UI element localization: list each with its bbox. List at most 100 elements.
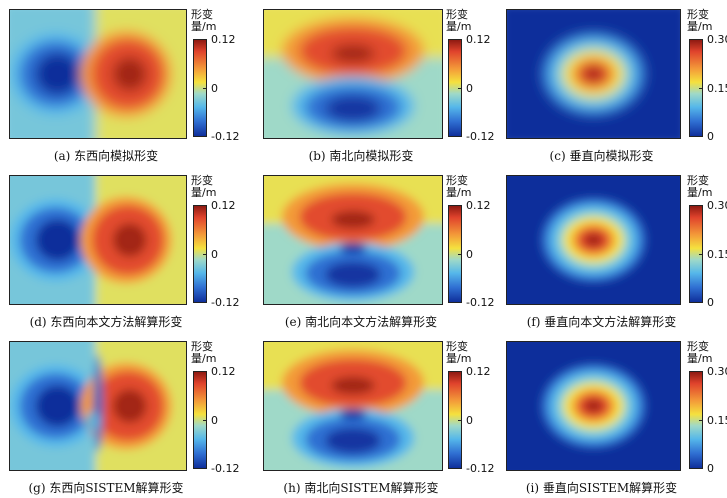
colorbar-title-line2: 量/m (191, 20, 217, 33)
colorbar-title-line2: 量/m (191, 352, 217, 365)
deformation-map (263, 341, 443, 471)
colorbar-tick-label: 0 (466, 247, 473, 261)
colorbar-tick-mark (203, 302, 206, 303)
heatmap-svg (264, 176, 442, 304)
colorbar-tick-mark (203, 205, 206, 206)
colorbar-tick-mark (458, 419, 461, 421)
colorbar-title-line1: 形变 (446, 8, 468, 21)
heatmap-svg (10, 176, 186, 304)
colorbar-tick-label: 0.15 (707, 413, 727, 427)
colorbar-tick-mark (203, 136, 206, 137)
colorbar-title: 形变 量/m (446, 9, 471, 33)
colorbar-title-line1: 形变 (687, 340, 709, 353)
colorbar-tick-mark (699, 253, 702, 255)
colorbar-tick-mark (699, 87, 702, 89)
colorbar-title-line2: 量/m (446, 20, 472, 33)
colorbar-tick-label: -0.12 (466, 296, 495, 309)
colorbar-title-line1: 形变 (446, 340, 468, 353)
colorbar-tick-mark (458, 468, 461, 469)
deformation-map (263, 175, 443, 305)
north-lobe-core (331, 44, 375, 63)
colorbar-tick-label: 0 (211, 81, 218, 95)
colorbar-title-line1: 形变 (191, 174, 213, 187)
deformation-map (9, 9, 187, 139)
colorbar-tick-label: 0 (707, 130, 714, 143)
colorbar-title-line1: 形变 (191, 340, 213, 353)
colorbar-tick-mark (458, 136, 461, 137)
uplift-core (584, 234, 603, 246)
colorbar-tick-mark (203, 371, 206, 372)
heatmap-svg (507, 10, 680, 138)
panel-caption: (e) 南北向本文方法解算形变 (284, 315, 438, 329)
artifact-gap (339, 408, 367, 419)
artifact-seam (93, 354, 103, 453)
colorbar-tick-label: 0 (466, 81, 473, 95)
north-lobe-core (331, 210, 375, 229)
colorbar-tick-mark (203, 419, 206, 421)
panel-caption: (b) 南北向模拟形变 (308, 149, 414, 163)
west-lobe-core (35, 53, 80, 95)
colorbar-tick-mark (699, 39, 702, 40)
colorbar-tick-label: 0 (211, 247, 218, 261)
colorbar-tick-label: 0 (707, 462, 714, 475)
colorbar-tick-label: 0.15 (707, 81, 727, 95)
colorbar-title: 形变 量/m (687, 9, 712, 33)
heatmap-svg (264, 342, 442, 470)
colorbar-tick-mark (458, 253, 461, 255)
panel-caption: (h) 南北向SISTEM解算形变 (283, 481, 439, 495)
colorbar-tick-mark (458, 371, 461, 372)
colorbar-tick-mark (458, 87, 461, 89)
colorbar-title-line1: 形变 (687, 8, 709, 21)
east-lobe-core (112, 57, 147, 91)
colorbar-title-line1: 形变 (191, 8, 213, 21)
colorbar (689, 39, 703, 137)
colorbar-title-line2: 量/m (687, 352, 713, 365)
colorbar-tick-label: 0.12 (211, 365, 236, 378)
west-lobe-core (35, 219, 80, 261)
deformation-map (263, 9, 443, 139)
deformation-map (9, 341, 187, 471)
deformation-map (9, 175, 187, 305)
colorbar-tick-label: -0.12 (211, 462, 240, 475)
heatmap-svg (10, 342, 186, 470)
colorbar-tick-mark (699, 136, 702, 137)
colorbar-tick-label: -0.12 (466, 462, 495, 475)
colorbar-title-line1: 形变 (687, 174, 709, 187)
colorbar-tick-label: -0.12 (211, 130, 240, 143)
colorbar-tick-label: 0.12 (211, 199, 236, 212)
heatmap-svg (264, 10, 442, 138)
colorbar-title-line2: 量/m (687, 20, 713, 33)
colorbar-tick-label: 0.12 (466, 365, 491, 378)
colorbar (689, 371, 703, 469)
colorbar-tick-mark (203, 87, 206, 89)
colorbar-tick-mark (458, 302, 461, 303)
east-lobe-core (112, 223, 147, 257)
heatmap-svg (507, 176, 680, 304)
colorbar-tick-label: 0 (707, 296, 714, 309)
uplift-core (584, 68, 603, 80)
north-lobe-core (331, 376, 375, 395)
panel-caption: (d) 东西向本文方法解算形变 (29, 315, 183, 329)
colorbar-tick-mark (203, 468, 206, 469)
colorbar-title-line2: 量/m (191, 186, 217, 199)
colorbar-title-line1: 形变 (446, 174, 468, 187)
colorbar-tick-label: 0.12 (466, 33, 491, 46)
colorbar-tick-label: 0.30 (707, 365, 727, 378)
colorbar-tick-label: 0.12 (466, 199, 491, 212)
colorbar (448, 205, 462, 303)
colorbar-tick-mark (203, 39, 206, 40)
colorbar (193, 39, 207, 137)
colorbar-title: 形变 量/m (191, 9, 216, 33)
south-lobe-core (325, 95, 381, 122)
panel-caption: (c) 垂直向模拟形变 (549, 149, 654, 163)
colorbar-tick-mark (458, 205, 461, 206)
deformation-map (506, 9, 681, 139)
colorbar-tick-label: 0 (466, 413, 473, 427)
colorbar-title: 形变 量/m (446, 175, 471, 199)
heatmap-svg (10, 10, 186, 138)
colorbar-title: 形变 量/m (191, 175, 216, 199)
colorbar-tick-label: 0.15 (707, 247, 727, 261)
colorbar-tick-label: -0.12 (466, 130, 495, 143)
colorbar-title: 形变 量/m (191, 341, 216, 365)
